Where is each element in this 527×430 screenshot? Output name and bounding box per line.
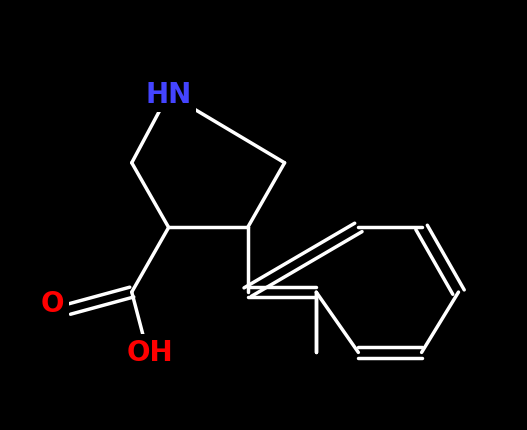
Text: HN: HN: [145, 81, 192, 108]
Text: O: O: [41, 289, 64, 317]
Text: OH: OH: [127, 339, 173, 366]
